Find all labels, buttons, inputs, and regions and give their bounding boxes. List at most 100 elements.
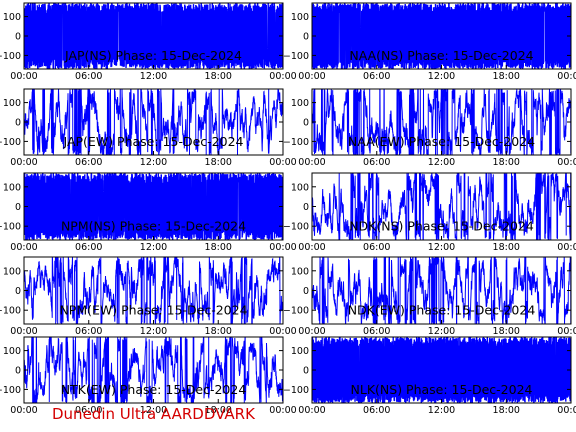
y-tick-label-6-2: 0: [303, 202, 309, 213]
chart-panel-8: 100 0 −100 00:00 06:00 12:00 18:00 00:00 NDK(EW)…: [283, 256, 576, 337]
x-tick-label-4-5: 00:00: [557, 157, 576, 168]
panel-title-9: NTK(EW) Phase: 15-Dec-2024: [61, 382, 247, 397]
phase-trace-4: [312, 89, 571, 155]
x-tick-label-5-3: 12:00: [140, 242, 167, 253]
x-tick-label-5-5: 00:00: [269, 242, 296, 253]
x-tick-label-3-4: 18:00: [205, 157, 232, 168]
x-tick-label-2-5: 00:00: [557, 71, 576, 82]
x-tick-label-5-4: 18:00: [205, 242, 232, 253]
y-tick-label-8-3: −100: [283, 306, 309, 317]
phase-trace-7: [24, 257, 283, 324]
x-tick-label-3-1: 00:00: [10, 157, 37, 168]
x-tick-label-3-5: 00:00: [269, 157, 296, 168]
x-tick-label-10-2: 06:00: [363, 405, 390, 416]
chart-panel-1: 100 0 −100 00:00 06:00 12:00 18:00 00:00 JAP(NS)…: [0, 2, 297, 82]
x-tick-label-9-3: 12:00: [140, 405, 167, 416]
y-tick-label-5-1: 100: [3, 182, 21, 193]
chart-panel-2: 100 0 −100 00:00 06:00 12:00 18:00 00:00 NAA(NS)…: [283, 2, 576, 82]
x-tick-label-6-5: 00:00: [557, 242, 576, 253]
x-tick-label-7-4: 18:00: [205, 326, 232, 337]
y-tick-label-2-2: 0: [303, 32, 309, 43]
x-tick-label-2-4: 18:00: [493, 71, 520, 82]
y-tick-label-2-1: 100: [291, 12, 309, 23]
x-tick-label-8-3: 12:00: [428, 326, 455, 337]
y-tick-label-2-3: −100: [283, 51, 309, 62]
y-tick-label-9-3: −100: [0, 385, 21, 396]
y-tick-label-6-3: −100: [283, 222, 309, 233]
phase-trace-3: [24, 89, 283, 155]
y-tick-label-5-3: −100: [0, 222, 21, 233]
y-tick-label-4-1: 100: [291, 98, 309, 109]
phase-trace-8: [312, 257, 571, 324]
phase-trace-5: [24, 173, 283, 240]
y-tick-label-9-1: 100: [3, 346, 21, 357]
x-tick-label-6-4: 18:00: [493, 242, 520, 253]
x-tick-label-4-4: 18:00: [493, 157, 520, 168]
x-tick-label-1-3: 12:00: [140, 71, 167, 82]
x-tick-label-6-3: 12:00: [428, 242, 455, 253]
panel-title-10: NLK(NS) Phase: 15-Dec-2024: [351, 382, 533, 397]
panel-title-4: NAA(EW) Phase: 15-Dec-2024: [348, 134, 535, 149]
x-tick-label-2-3: 12:00: [428, 71, 455, 82]
y-tick-label-7-1: 100: [3, 266, 21, 277]
x-tick-label-3-3: 12:00: [140, 157, 167, 168]
x-tick-label-7-5: 00:00: [269, 326, 296, 337]
x-tick-label-7-2: 06:00: [75, 326, 102, 337]
x-tick-label-1-2: 06:00: [75, 71, 102, 82]
y-tick-label-8-2: 0: [303, 286, 309, 297]
x-tick-label-4-2: 06:00: [363, 157, 390, 168]
x-tick-label-9-2: 06:00: [75, 405, 102, 416]
x-tick-label-2-1: 00:00: [298, 71, 325, 82]
station-footer: Dunedin Ultra AARDDVARK: [52, 405, 255, 423]
phase-trace-2: [312, 3, 571, 69]
y-tick-label-3-3: −100: [0, 137, 21, 148]
chart-panel-6: 100 0 −100 00:00 06:00 12:00 18:00 00:00 NDK(NS)…: [283, 172, 576, 253]
y-tick-label-10-3: −100: [283, 385, 309, 396]
x-tick-label-5-1: 00:00: [10, 242, 37, 253]
chart-panel-10: 100 0 −100 00:00 06:00 12:00 18:00 00:00 NLK(NS)…: [283, 336, 576, 416]
y-tick-label-6-1: 100: [291, 182, 309, 193]
x-tick-label-8-2: 06:00: [363, 326, 390, 337]
chart-panel-5: 100 0 −100 00:00 06:00 12:00 18:00 00:00 NPM(NS)…: [0, 172, 297, 253]
phase-trace-10: [312, 337, 571, 403]
chart-panel-9: 100 0 −100 00:00 06:00 12:00 18:00 00:00 NTK(EW)…: [0, 336, 297, 416]
x-tick-label-5-2: 06:00: [75, 242, 102, 253]
panel-title-6: NDK(NS) Phase: 15-Dec-2024: [349, 219, 534, 234]
x-tick-label-2-2: 06:00: [363, 71, 390, 82]
phase-trace-1: [24, 3, 283, 69]
y-tick-label-1-3: −100: [0, 51, 21, 62]
x-tick-label-7-1: 00:00: [10, 326, 37, 337]
x-tick-label-8-4: 18:00: [493, 326, 520, 337]
x-tick-label-1-5: 00:00: [269, 71, 296, 82]
panel-title-3: JAP(EW) Phase: 15-Dec-2024: [63, 134, 244, 149]
x-tick-label-8-5: 00:00: [557, 326, 576, 337]
x-tick-label-1-4: 18:00: [205, 71, 232, 82]
x-tick-label-9-1: 00:00: [10, 405, 37, 416]
phase-trace-6: [312, 173, 571, 240]
y-tick-label-9-2: 0: [15, 366, 21, 377]
x-tick-label-9-4: 18:00: [205, 405, 232, 416]
chart-panel-7: 100 0 −100 00:00 06:00 12:00 18:00 00:00 NPM(EW)…: [0, 256, 297, 337]
y-tick-label-7-2: 0: [15, 286, 21, 297]
y-tick-label-1-2: 0: [15, 32, 21, 43]
x-tick-label-10-3: 12:00: [428, 405, 455, 416]
x-tick-label-10-5: 00:00: [557, 405, 576, 416]
panel-title-8: NDK(EW) Phase: 15-Dec-2024: [348, 303, 536, 318]
y-tick-label-8-1: 100: [291, 266, 309, 277]
y-tick-label-5-2: 0: [15, 202, 21, 213]
y-tick-label-3-2: 0: [15, 118, 21, 129]
chart-panel-4: 100 0 −100 00:00 06:00 12:00 18:00 00:00 NAA(EW)…: [283, 88, 576, 168]
y-tick-label-4-3: −100: [283, 137, 309, 148]
x-tick-label-6-1: 00:00: [298, 242, 325, 253]
phase-trace-9: [24, 337, 283, 403]
x-tick-label-10-4: 18:00: [493, 405, 520, 416]
panel-title-2: NAA(NS) Phase: 15-Dec-2024: [349, 48, 533, 63]
x-tick-label-8-1: 00:00: [298, 326, 325, 337]
x-tick-label-1-1: 00:00: [10, 71, 37, 82]
x-tick-label-7-3: 12:00: [140, 326, 167, 337]
x-tick-label-6-2: 06:00: [363, 242, 390, 253]
x-tick-label-10-1: 00:00: [298, 405, 325, 416]
y-tick-label-4-2: 0: [303, 118, 309, 129]
y-tick-label-1-1: 100: [3, 12, 21, 23]
